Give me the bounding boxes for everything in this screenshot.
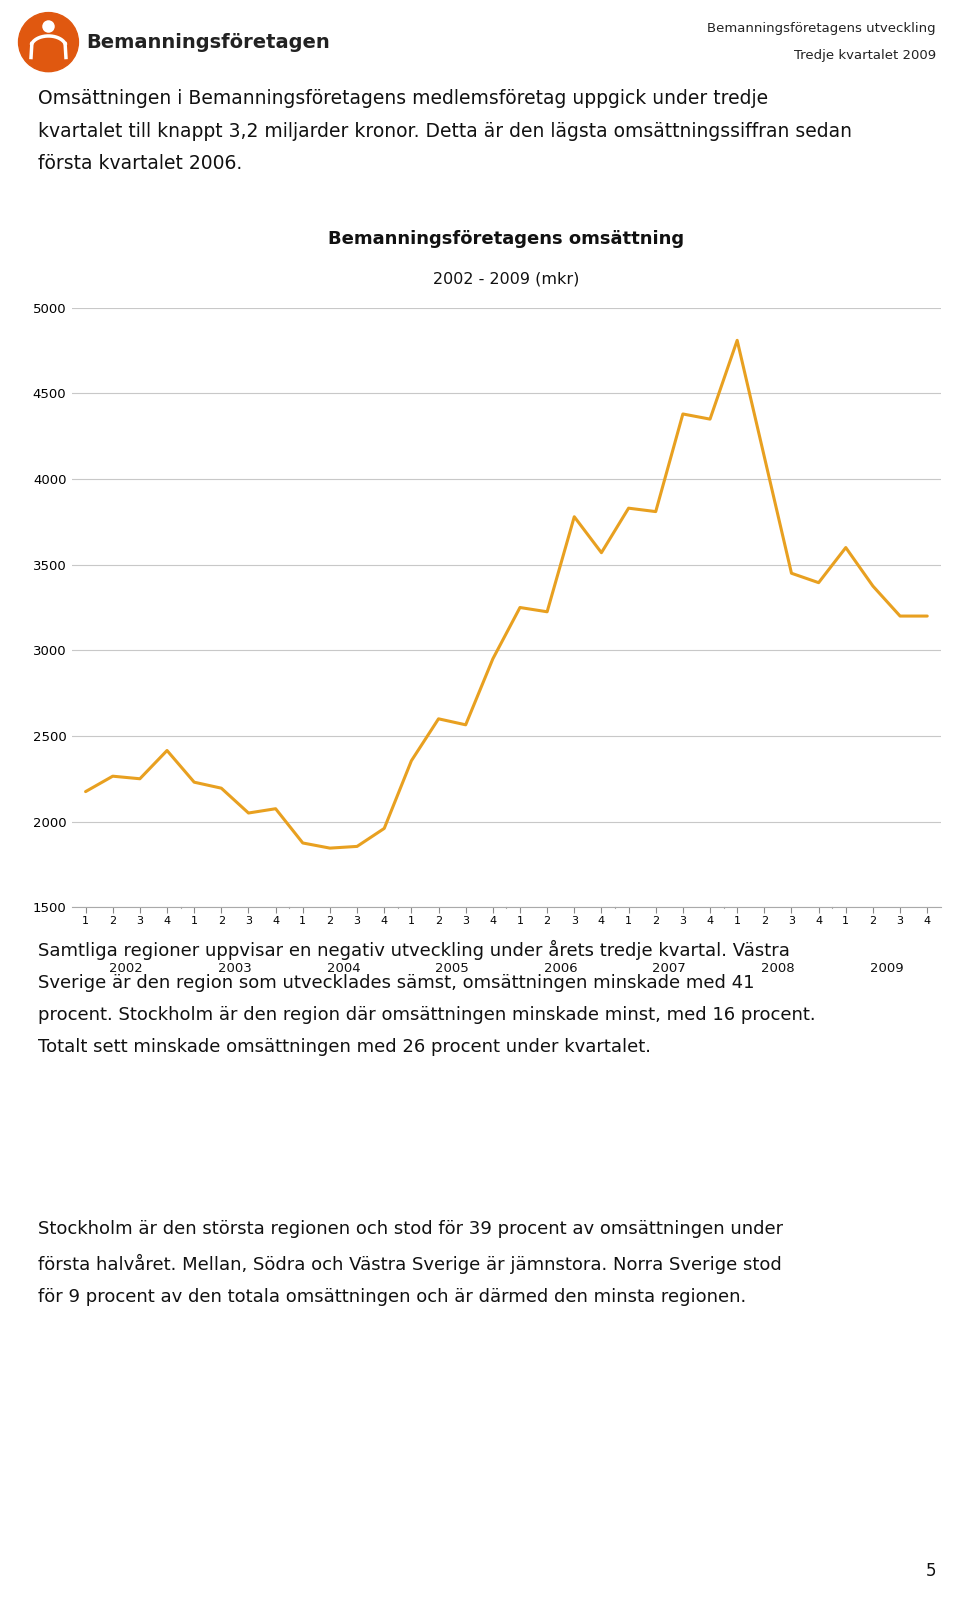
Text: 5: 5 [925,1562,936,1581]
Text: 2007: 2007 [653,962,686,975]
Text: 2009: 2009 [870,962,903,975]
Text: Bemanningsföretagen: Bemanningsföretagen [86,32,330,52]
Text: Tredje kvartalet 2009: Tredje kvartalet 2009 [794,49,936,62]
Text: Bemanningsföretagens omsättning: Bemanningsföretagens omsättning [328,230,684,248]
Text: Samtliga regioner uppvisar en negativ utveckling under årets tredje kvartal. Väs: Samtliga regioner uppvisar en negativ ut… [38,940,816,1056]
Text: 2004: 2004 [326,962,360,975]
Text: 2002 - 2009 (mkr): 2002 - 2009 (mkr) [433,272,580,287]
Text: Stockholm är den största regionen och stod för 39 procent av omsättningen under
: Stockholm är den största regionen och st… [38,1220,783,1306]
Text: 2005: 2005 [435,962,469,975]
Text: 2008: 2008 [761,962,795,975]
Text: Bemanningsföretagens utveckling: Bemanningsföretagens utveckling [708,23,936,36]
Text: Omsättningen i Bemanningsföretagens medlemsföretag uppgick under tredje
kvartale: Omsättningen i Bemanningsföretagens medl… [38,89,852,173]
Text: 2006: 2006 [544,962,578,975]
Text: 2002: 2002 [109,962,143,975]
Circle shape [18,13,79,71]
Text: 2003: 2003 [218,962,252,975]
